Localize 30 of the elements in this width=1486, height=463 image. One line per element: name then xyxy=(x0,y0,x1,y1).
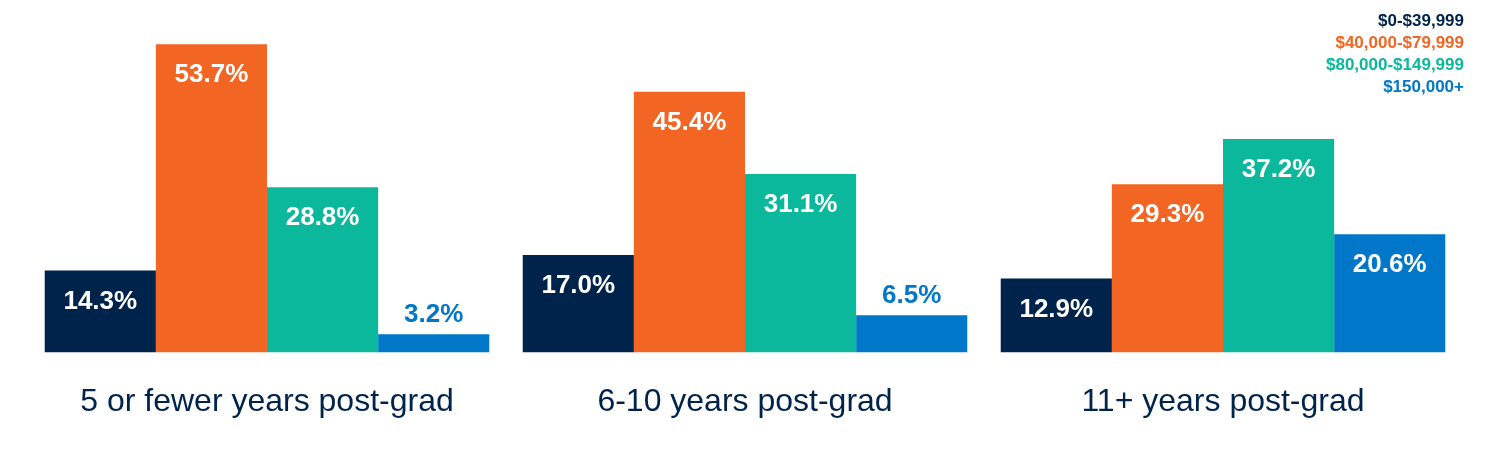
bar xyxy=(1334,234,1446,353)
text: $80,000-$149,999 xyxy=(1325,54,1464,76)
data-label: 37.2% xyxy=(1241,153,1316,184)
bar xyxy=(378,334,490,353)
bar xyxy=(522,254,634,353)
data-label: 17.0% xyxy=(541,269,616,300)
data-label: 45.4% xyxy=(652,106,727,137)
bar xyxy=(856,315,968,353)
bar xyxy=(1223,138,1335,353)
bar xyxy=(267,187,379,353)
x-tick-label: 6-10 years post-grad xyxy=(597,381,893,418)
data-label: 53.7% xyxy=(174,58,249,89)
bar xyxy=(633,91,745,353)
x-tick-label: 5 or fewer years post-grad xyxy=(80,381,454,418)
data-label: 20.6% xyxy=(1352,248,1427,279)
text: $150,000+ xyxy=(1382,76,1464,98)
bar xyxy=(44,270,156,353)
text: $40,000-$79,999 xyxy=(1334,32,1464,54)
data-label: 31.1% xyxy=(763,188,838,219)
bar xyxy=(745,173,857,353)
data-label: 6.5% xyxy=(882,279,942,310)
bar xyxy=(1111,184,1223,353)
data-label: 28.8% xyxy=(285,201,360,232)
data-label: 14.3% xyxy=(63,284,138,315)
x-tick-label: 11+ years post-grad xyxy=(1081,381,1365,418)
data-label: 29.3% xyxy=(1130,198,1205,229)
bar xyxy=(155,44,267,353)
text: $0-$39,999 xyxy=(1376,10,1464,32)
data-label: 12.9% xyxy=(1019,292,1094,323)
data-label: 3.2% xyxy=(404,298,464,329)
